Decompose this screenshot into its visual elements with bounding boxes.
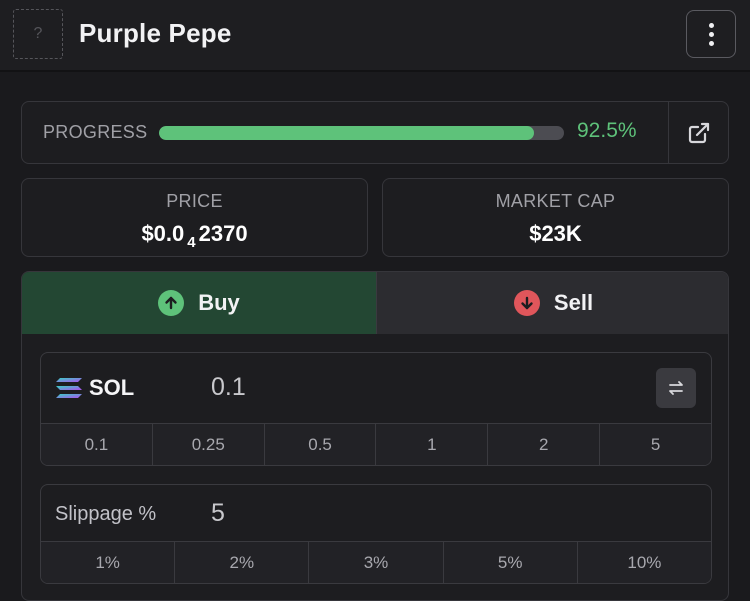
tab-sell[interactable]: Sell <box>376 272 728 334</box>
price-digits: 2370 <box>198 221 248 246</box>
solana-logo-icon <box>56 378 82 398</box>
external-link-icon[interactable] <box>687 121 711 145</box>
arrow-down-icon <box>513 290 540 316</box>
swap-icon <box>669 381 683 395</box>
amount-input[interactable] <box>211 373 511 402</box>
slippage-preset-row: 1% 2% 3% 5% 10% <box>41 541 711 583</box>
trade-panel: Buy Sell SOL <box>21 271 729 601</box>
amount-box: SOL 0.10.250.512 5 <box>40 352 712 466</box>
market-cap-value: $23K <box>529 221 582 246</box>
price-value: $0.0 4 2370 <box>22 221 367 251</box>
market-cap-label: MARKET CAP <box>495 191 616 211</box>
price-card: PRICE $0.0 4 2370 <box>21 178 368 257</box>
menu-dot-icon <box>709 41 714 46</box>
more-options-button[interactable] <box>686 10 736 58</box>
progress-card: PROGRESS 92.5% <box>21 101 729 164</box>
amount-preset-button[interactable]: 0.25 <box>153 424 265 465</box>
tab-buy-label: Buy <box>198 290 240 315</box>
progress-bar <box>159 126 564 140</box>
amount-preset-button[interactable]: 0.5 <box>265 424 377 465</box>
slippage-preset-button[interactable]: 10% <box>627 552 662 572</box>
progress-bar-fill <box>159 126 534 140</box>
slippage-box: Slippage % 1%2%3%5% 10% <box>40 484 712 584</box>
slippage-input[interactable] <box>211 499 411 528</box>
slippage-preset-button[interactable]: 1% <box>41 542 176 583</box>
arrow-up-icon <box>158 290 185 316</box>
progress-value: 92.5% <box>577 119 637 142</box>
swap-currency-button[interactable] <box>656 368 696 408</box>
amount-preset-button[interactable]: 5 <box>650 434 661 454</box>
price-label: PRICE <box>166 191 223 211</box>
main-content: PROGRESS 92.5% PRICE $0.0 4 2370 MARKET CA… <box>0 74 750 601</box>
amount-preset-button[interactable]: 2 <box>488 424 601 465</box>
token-avatar: ? <box>13 9 63 59</box>
slippage-label: Slippage % <box>55 503 157 525</box>
header: ? Purple Pepe <box>0 0 750 72</box>
market-cap-card: MARKET CAP $23K <box>382 178 729 257</box>
tab-sell-label: Sell <box>553 290 594 315</box>
currency-label: SOL <box>89 375 135 400</box>
slippage-preset-button[interactable]: 2% <box>175 542 310 583</box>
tab-buy[interactable]: Buy <box>22 272 376 334</box>
amount-preset-row: 0.1 0.25 0.5 1 2 5 <box>41 423 711 465</box>
menu-dot-icon <box>709 32 714 37</box>
amount-preset-button[interactable]: 1 <box>376 424 489 465</box>
slippage-preset-button[interactable]: 5% <box>444 542 578 583</box>
price-prefix: $0.0 <box>141 221 185 246</box>
price-zero-count: 4 <box>187 234 196 251</box>
menu-dot-icon <box>709 23 714 28</box>
slippage-preset-button[interactable]: 3% <box>309 542 444 583</box>
amount-preset-button[interactable]: 0.1 <box>41 424 153 465</box>
divider <box>668 102 669 163</box>
progress-label: PROGRESS <box>43 122 148 142</box>
token-name: Purple Pepe <box>79 18 232 48</box>
